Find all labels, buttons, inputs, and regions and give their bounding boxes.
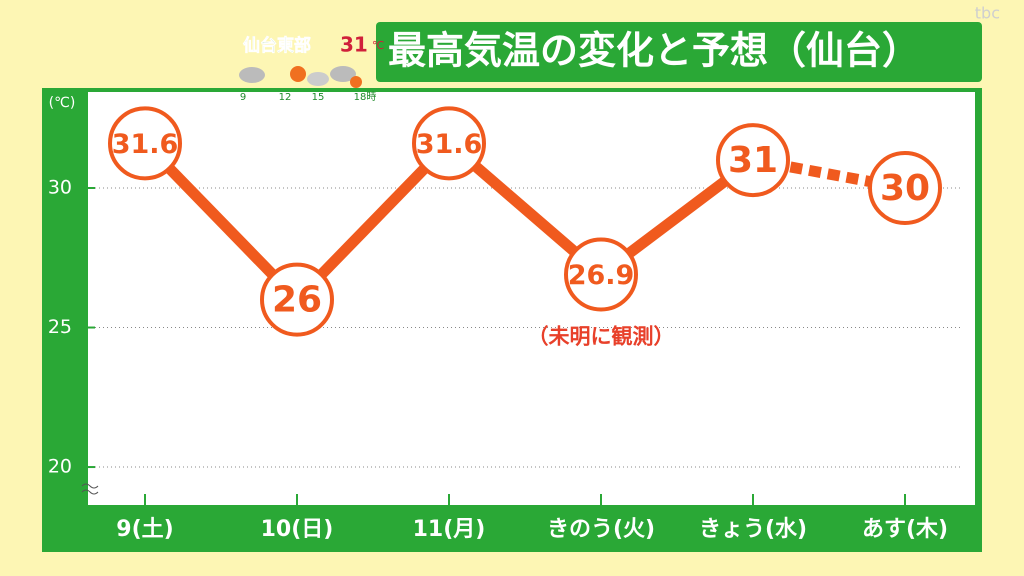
- sun-icon: [290, 66, 306, 82]
- x-tick-label: あす(木): [862, 517, 948, 542]
- point: [260, 262, 334, 337]
- title-box: [376, 22, 982, 82]
- x-tick-label: 11(月): [413, 517, 486, 542]
- value-label: 30: [880, 168, 930, 209]
- inset-hour: 15: [312, 92, 325, 103]
- axis-break: [81, 483, 99, 495]
- point: [868, 150, 942, 225]
- y-unit-label: (℃): [49, 95, 76, 111]
- inset-location: 仙台東部: [243, 35, 311, 56]
- x-tick-label: 10(日): [261, 517, 334, 542]
- cloud-icon: [239, 67, 265, 83]
- point: [716, 123, 790, 198]
- inset-unit: ℃: [372, 39, 384, 52]
- inset-hour: 12: [279, 92, 292, 103]
- cloud-icon: [307, 72, 329, 86]
- weather-icons: [239, 66, 362, 88]
- value-label: 26.9: [568, 260, 635, 291]
- point: [564, 237, 638, 312]
- inset-hour: 9: [240, 92, 246, 103]
- break-mark: [81, 483, 99, 489]
- point: [412, 106, 486, 181]
- chart-title: 最高気温の変化と予想（仙台）: [388, 29, 920, 73]
- value-label: 31: [728, 140, 778, 181]
- y-tick-label: 20: [48, 456, 72, 478]
- value-label: 31.6: [416, 129, 483, 160]
- y-tick-label: 30: [48, 176, 72, 198]
- inset-temperature: 31: [340, 33, 368, 57]
- annotation: （未明に観測）: [528, 325, 675, 349]
- y-tick-label: 25: [48, 316, 72, 338]
- x-tick-label: 9(土): [116, 517, 173, 542]
- point: [108, 106, 182, 181]
- cloud-icon: [330, 66, 356, 82]
- watermark: tbc: [975, 4, 1000, 23]
- sun-icon: [350, 76, 362, 88]
- value-label: 26: [272, 280, 322, 321]
- value-label: 31.6: [112, 129, 179, 160]
- inset-hour: 18時: [354, 91, 377, 103]
- plot-area: [88, 92, 975, 505]
- x-tick-label: きのう(火): [547, 517, 655, 542]
- break-mark: [81, 489, 99, 495]
- x-tick-label: きょう(水): [699, 517, 807, 542]
